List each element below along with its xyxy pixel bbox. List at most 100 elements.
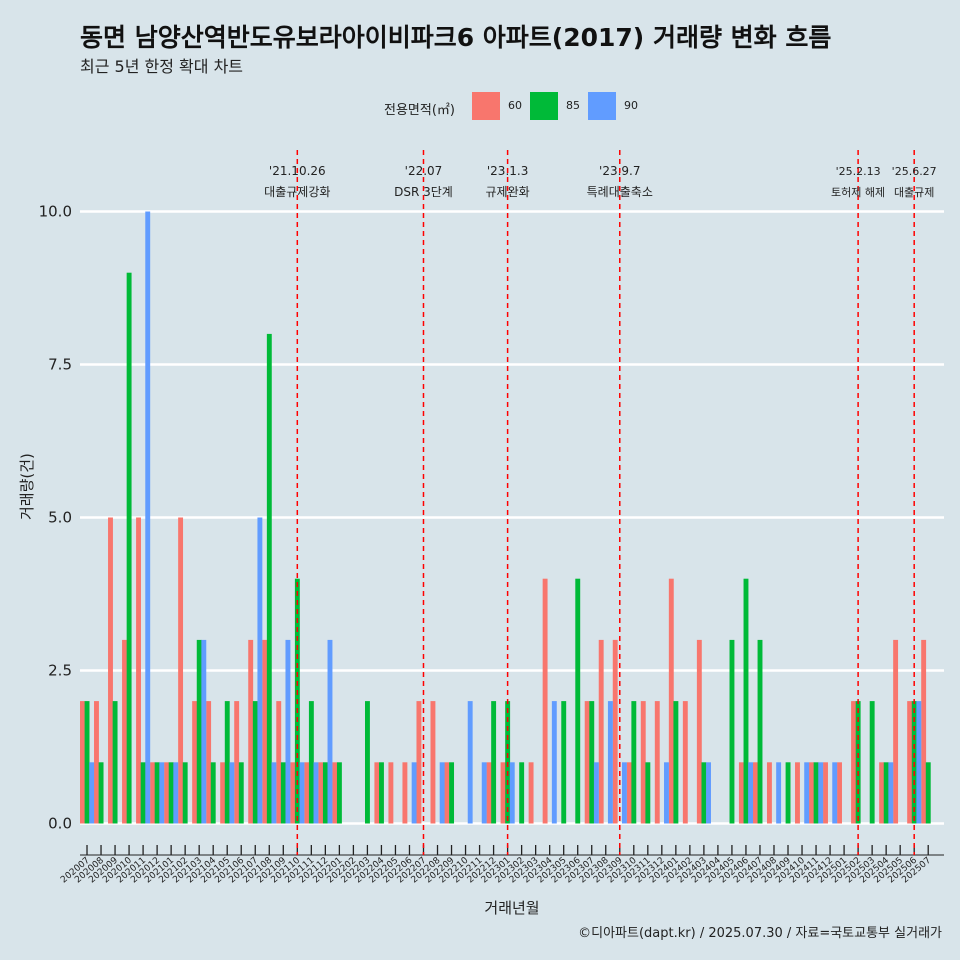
bar-85-202403 — [701, 762, 707, 824]
y-tick-label: 10.0 — [39, 203, 72, 221]
annotation-text: 대출규제 — [894, 186, 934, 199]
y-axis-label: 거래량(건) — [18, 453, 36, 520]
annotation-text: 대출규제강화 — [264, 185, 330, 199]
bar-85-202204 — [379, 762, 384, 824]
bar-90-202206 — [411, 762, 417, 824]
bar-60-202410 — [795, 762, 800, 824]
bar-60-202310 — [626, 762, 632, 824]
bar-85-202108 — [266, 333, 272, 824]
bar-85-202107 — [252, 701, 258, 824]
bar-85-202009 — [112, 701, 118, 824]
bar-60-202311 — [640, 701, 646, 824]
bar-85-202112 — [322, 762, 328, 824]
annotation-text: 토허제 해제 — [831, 185, 885, 199]
bar-85-202109 — [280, 762, 286, 824]
bar-85-202111 — [308, 701, 314, 824]
bar-85-202307 — [589, 701, 595, 824]
bar-85-202011 — [140, 762, 146, 824]
bar-90-202304 — [551, 701, 557, 824]
legend-swatch-85 — [530, 92, 558, 120]
bar-60-202307 — [584, 701, 590, 824]
annotation-date: '22.07 — [405, 164, 443, 178]
bar-60-202301 — [500, 762, 506, 824]
annotation-text: 규제완화 — [486, 185, 530, 199]
annotation-text: 특례대출축소 — [587, 185, 653, 199]
bar-85-202311 — [645, 762, 651, 824]
bar-60-202403 — [696, 639, 702, 824]
bar-60-202104 — [206, 701, 212, 824]
bar-90-202105 — [229, 762, 235, 824]
bar-60-202107 — [248, 639, 254, 824]
bar-90-202211 — [481, 762, 487, 824]
bar-85-202409 — [785, 762, 791, 824]
bar-85-202209 — [449, 762, 455, 824]
bar-85-202010 — [126, 272, 132, 824]
bar-60-202502 — [851, 701, 856, 824]
bar-90-202109 — [285, 639, 291, 824]
legend-swatch-60 — [472, 92, 500, 120]
bar-60-202401 — [668, 578, 674, 824]
y-tick-label: 0.0 — [48, 815, 72, 833]
bar-90-202012 — [159, 762, 165, 824]
bar-90-202411 — [818, 762, 824, 824]
bar-85-202405 — [729, 639, 735, 824]
bar-60-202108 — [262, 639, 268, 824]
y-tick-label: 7.5 — [48, 356, 72, 374]
bar-60-202309 — [612, 639, 618, 824]
bar-90-202301 — [509, 762, 515, 824]
bar-90-202111 — [313, 762, 319, 824]
bar-60-202111 — [304, 762, 310, 824]
legend-title: 전용면적(㎡) — [384, 103, 455, 118]
bar-90-202108 — [271, 762, 277, 824]
bar-60-202009 — [108, 517, 113, 824]
bar-60-202207 — [416, 701, 422, 824]
bar-90-202412 — [832, 762, 838, 824]
bar-90-202504 — [888, 762, 894, 824]
annotation-date: '25.2.13 — [836, 165, 881, 178]
bar-60-202408 — [766, 762, 772, 824]
bar-85-202106 — [238, 762, 244, 824]
bar-85-202008 — [98, 762, 104, 824]
bar-85-202104 — [210, 762, 216, 824]
bar-90-202110 — [299, 762, 305, 824]
bar-90-202403 — [706, 762, 711, 824]
annotation-date: '21.10.26 — [269, 164, 326, 178]
bar-90-202408 — [776, 762, 782, 824]
bar-90-202309 — [621, 762, 627, 824]
bar-85-202201 — [336, 762, 342, 824]
bar-60-202106 — [234, 701, 240, 824]
bar-90-202312 — [664, 762, 669, 824]
bar-60-202010 — [122, 639, 127, 824]
bar-90-202208 — [439, 762, 445, 824]
bar-60-202110 — [290, 762, 296, 824]
bar-60-202212 — [486, 762, 492, 824]
legend-label-60: 60 — [508, 99, 522, 112]
chart-subtitle: 최근 5년 한정 확대 차트 — [80, 57, 244, 76]
bar-60-202007 — [80, 701, 85, 824]
bar-60-202008 — [94, 701, 99, 824]
bar-90-202210 — [467, 701, 473, 824]
chart-title: 동면 남양산역반도유보라아이비파크6 아파트(2017) 거래량 변화 흐름 — [80, 23, 832, 52]
y-tick-label: 5.0 — [48, 509, 72, 527]
bar-60-202407 — [752, 762, 758, 824]
bar-60-202507 — [921, 639, 927, 824]
bar-90-202308 — [607, 701, 613, 824]
bar-60-202208 — [430, 701, 436, 824]
bar-85-202407 — [757, 639, 763, 824]
bar-60-202012 — [150, 762, 155, 824]
bar-85-202310 — [631, 701, 637, 824]
bar-60-202505 — [893, 639, 899, 824]
bar-85-202503 — [869, 701, 875, 824]
bar-85-202507 — [925, 762, 931, 824]
bar-90-202007 — [89, 762, 95, 824]
bar-60-202411 — [809, 762, 814, 824]
source-caption: ©디아파트(dapt.kr) / 2025.07.30 / 자료=국토교통부 실… — [578, 926, 942, 941]
legend-label-85: 85 — [566, 99, 580, 112]
bar-85-202102 — [182, 762, 188, 824]
bar-60-202506 — [907, 701, 913, 824]
bar-90-202011 — [145, 211, 151, 824]
bar-60-202112 — [318, 762, 324, 824]
bar-85-202105 — [224, 701, 230, 824]
bar-85-202504 — [883, 762, 889, 824]
